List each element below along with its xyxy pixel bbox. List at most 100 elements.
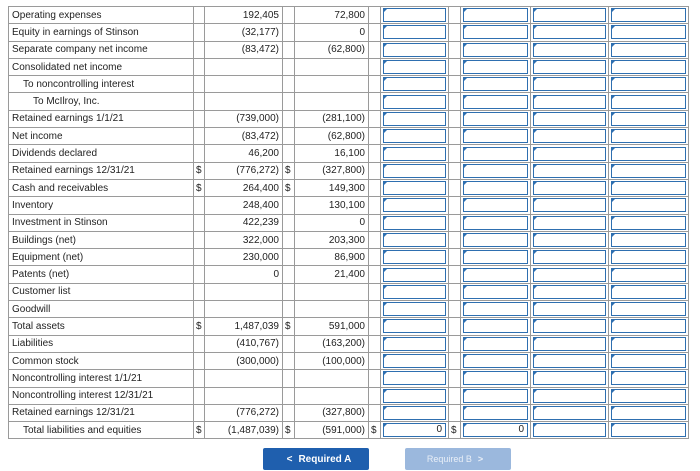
noncontrolling-input[interactable] [533, 233, 606, 247]
consolidated-input[interactable] [611, 181, 686, 196]
debit-input[interactable]: 0 [383, 423, 446, 438]
credit-input[interactable] [463, 302, 528, 317]
debit-input[interactable] [383, 181, 446, 196]
consolidated-input[interactable] [611, 25, 686, 40]
consolidated-input[interactable] [611, 215, 686, 230]
noncontrolling-input[interactable] [533, 284, 606, 299]
debit-input[interactable] [383, 284, 446, 299]
consolidated-input[interactable] [611, 163, 686, 178]
noncontrolling-input[interactable] [533, 163, 606, 178]
debit-input[interactable] [383, 25, 446, 40]
consolidated-input[interactable] [611, 336, 686, 351]
credit-input[interactable] [463, 250, 528, 265]
debit-input[interactable] [383, 60, 446, 75]
debit-input[interactable] [383, 111, 446, 126]
credit-input[interactable] [463, 42, 528, 57]
debit-input[interactable] [383, 146, 446, 161]
required-b-button[interactable]: Required B > [405, 448, 511, 470]
credit-input[interactable] [463, 388, 528, 403]
consolidated-input[interactable] [611, 267, 686, 282]
credit-input[interactable] [463, 284, 528, 299]
consolidated-input[interactable] [611, 146, 686, 161]
consolidated-input[interactable] [611, 319, 686, 334]
debit-input[interactable] [383, 198, 446, 213]
noncontrolling-input[interactable] [533, 111, 606, 126]
credit-input[interactable] [463, 8, 528, 23]
noncontrolling-input[interactable] [533, 129, 606, 144]
consolidated-input[interactable] [611, 371, 686, 386]
debit-input[interactable] [383, 94, 446, 109]
credit-input[interactable] [463, 267, 528, 282]
consolidated-input[interactable] [611, 284, 686, 299]
noncontrolling-input[interactable] [533, 354, 606, 369]
consolidated-input[interactable] [611, 60, 686, 75]
consolidated-input[interactable] [611, 8, 686, 23]
credit-input[interactable] [463, 25, 528, 40]
credit-input[interactable] [463, 146, 528, 161]
consolidated-input[interactable] [611, 233, 686, 247]
noncontrolling-input[interactable] [533, 60, 606, 75]
credit-input[interactable] [463, 405, 528, 420]
consolidated-input[interactable] [611, 354, 686, 369]
credit-input[interactable]: 0 [463, 423, 528, 438]
debit-input[interactable] [383, 302, 446, 317]
credit-input[interactable] [463, 215, 528, 230]
consolidated-input[interactable] [611, 42, 686, 57]
credit-input[interactable] [463, 60, 528, 75]
consolidated-input[interactable] [611, 423, 686, 438]
credit-input[interactable] [463, 181, 528, 196]
debit-input[interactable] [383, 319, 446, 334]
consolidated-input[interactable] [611, 94, 686, 109]
consolidated-input[interactable] [611, 129, 686, 144]
debit-input[interactable] [383, 77, 446, 92]
consolidated-input[interactable] [611, 250, 686, 265]
debit-input[interactable] [383, 388, 446, 403]
debit-input[interactable] [383, 233, 446, 247]
credit-input[interactable] [463, 233, 528, 247]
credit-input[interactable] [463, 94, 528, 109]
credit-input[interactable] [463, 354, 528, 369]
consolidated-input[interactable] [611, 111, 686, 126]
credit-input[interactable] [463, 336, 528, 351]
credit-input[interactable] [463, 77, 528, 92]
noncontrolling-input[interactable] [533, 371, 606, 386]
consolidated-input[interactable] [611, 77, 686, 92]
noncontrolling-input[interactable] [533, 319, 606, 334]
debit-input[interactable] [383, 336, 446, 351]
noncontrolling-input[interactable] [533, 388, 606, 403]
debit-input[interactable] [383, 8, 446, 23]
debit-input[interactable] [383, 354, 446, 369]
noncontrolling-input[interactable] [533, 405, 606, 420]
noncontrolling-input[interactable] [533, 198, 606, 213]
consolidated-input[interactable] [611, 388, 686, 403]
debit-input[interactable] [383, 163, 446, 178]
consolidated-input[interactable] [611, 302, 686, 317]
credit-input[interactable] [463, 111, 528, 126]
noncontrolling-input[interactable] [533, 94, 606, 109]
consolidated-input[interactable] [611, 198, 686, 213]
noncontrolling-input[interactable] [533, 250, 606, 265]
noncontrolling-input[interactable] [533, 181, 606, 196]
credit-input[interactable] [463, 163, 528, 178]
noncontrolling-input[interactable] [533, 215, 606, 230]
noncontrolling-input[interactable] [533, 146, 606, 161]
credit-input[interactable] [463, 129, 528, 144]
debit-input[interactable] [383, 267, 446, 282]
debit-input[interactable] [383, 250, 446, 265]
noncontrolling-input[interactable] [533, 423, 606, 438]
noncontrolling-input[interactable] [533, 77, 606, 92]
required-a-button[interactable]: < Required A [263, 448, 369, 470]
debit-input[interactable] [383, 42, 446, 57]
noncontrolling-input[interactable] [533, 267, 606, 282]
debit-input[interactable] [383, 215, 446, 230]
debit-input[interactable] [383, 405, 446, 420]
debit-input[interactable] [383, 129, 446, 144]
credit-input[interactable] [463, 198, 528, 213]
debit-input[interactable] [383, 371, 446, 386]
credit-input[interactable] [463, 319, 528, 334]
noncontrolling-input[interactable] [533, 42, 606, 57]
noncontrolling-input[interactable] [533, 25, 606, 40]
noncontrolling-input[interactable] [533, 336, 606, 351]
credit-input[interactable] [463, 371, 528, 386]
noncontrolling-input[interactable] [533, 8, 606, 23]
